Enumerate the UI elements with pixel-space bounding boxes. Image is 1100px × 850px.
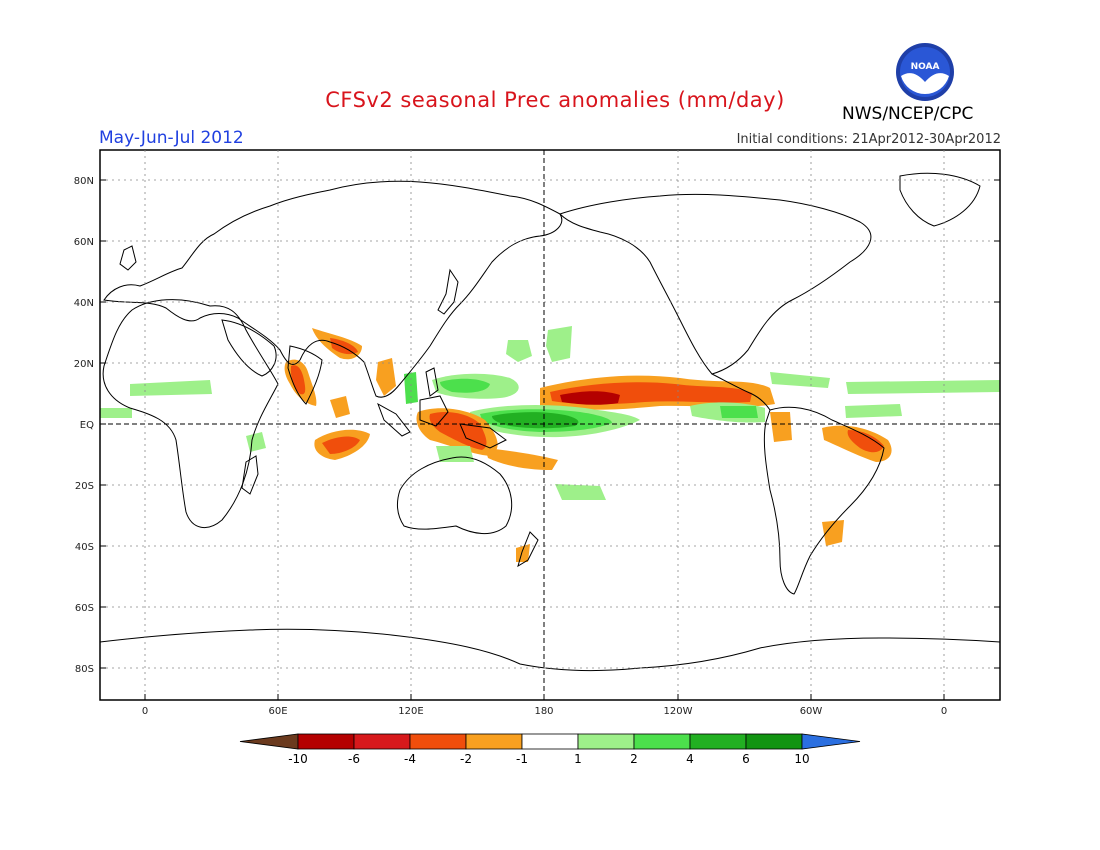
anomaly-wet-bengal-core: [330, 338, 358, 355]
coastline-uk: [119, 245, 137, 271]
anomaly-wet-nz: [516, 544, 530, 562]
legend-level-label: -4: [404, 752, 416, 766]
anomaly-wet-swpacific: [485, 448, 558, 470]
anomaly-wet-andaman: [376, 358, 396, 396]
map-frame: [99, 149, 1001, 701]
coastline-madagascar: [241, 455, 259, 495]
coastline-nz: [517, 531, 539, 568]
coastline-australia: [396, 456, 513, 534]
anomaly-dry-atlantic-ne: [846, 380, 1000, 394]
anomaly-dry-epacific-core: [720, 406, 758, 418]
anomaly-dry-sc-sea: [404, 372, 418, 404]
legend-level-label: 2: [630, 752, 638, 766]
legend-swatch: [353, 733, 411, 750]
coastline-south-america: [763, 406, 885, 595]
coastline-sumatra: [377, 402, 411, 437]
agency-label: NWS/NCEP/CPC: [842, 104, 974, 124]
coastline-india: [287, 345, 323, 405]
logo-text: NOAA: [911, 62, 940, 72]
map-title: CFSv2 seasonal Prec anomalies (mm/day): [325, 88, 785, 112]
season-label: May-Jun-Jul 2012: [99, 128, 244, 148]
longitude-labels: 0 60E 120E 180 120W 60W 0: [142, 706, 947, 717]
anomaly-wet-indian-eq: [330, 396, 350, 418]
lon-label: 60W: [800, 706, 823, 717]
legend-swatch: [689, 733, 747, 750]
coastline-africa: [102, 299, 279, 528]
coastline-philippines: [425, 367, 439, 397]
lat-label: 60N: [74, 237, 94, 248]
lon-label: 0: [142, 706, 148, 717]
coastline-layer: [99, 172, 1001, 672]
coastline-greenland: [899, 172, 981, 227]
coastline-eurasia: [103, 180, 563, 398]
legend-swatch: [297, 733, 355, 750]
legend-level-label: 4: [686, 752, 694, 766]
lon-label: 120E: [398, 706, 423, 717]
lat-label: 20S: [75, 481, 94, 492]
anomaly-dry-spacific: [555, 484, 606, 500]
legend-swatch: [409, 733, 467, 750]
lon-label: 120W: [664, 706, 693, 717]
anomaly-wet-brazil-core: [847, 430, 884, 453]
legend-swatch: [521, 733, 579, 750]
anomaly-wet-arabian-core: [290, 365, 306, 395]
anomaly-dry-india-w: [130, 380, 212, 396]
legend-level-label: 1: [574, 752, 582, 766]
anomaly-wet-pacific-core: [560, 391, 620, 405]
anomaly-wet-brazil-s: [822, 520, 844, 546]
lat-label: 20N: [74, 359, 94, 370]
legend-swatch: [745, 733, 803, 750]
lat-label: 60S: [75, 603, 94, 614]
legend-level-label: -2: [460, 752, 472, 766]
lon-label: 60E: [268, 706, 287, 717]
grid-lines: [100, 150, 1000, 700]
anomaly-dry-atlantic-w: [100, 408, 132, 418]
legend-swatch: [465, 733, 523, 750]
legend-level-label: -1: [516, 752, 528, 766]
anomaly-wet-sindian-core: [322, 436, 360, 454]
legend-swatch: [633, 733, 691, 750]
anomaly-layer: [100, 326, 1000, 562]
tick-marks: [100, 179, 1000, 700]
noaa-logo-icon: NOAA: [896, 43, 954, 101]
latitude-labels: 80N 60N 40N 20N EQ 20S 40S 60S 80S: [74, 176, 94, 675]
legend-arrow-high: [801, 733, 861, 750]
lat-label: 40N: [74, 298, 94, 309]
lat-label: 40S: [75, 542, 94, 553]
coastline-new-guinea: [459, 423, 507, 449]
anomaly-dry-nwpacific-2: [440, 378, 490, 393]
legend-swatch: [577, 733, 635, 750]
legend-arrow-low: [239, 733, 299, 750]
lon-label: 0: [941, 706, 947, 717]
initial-conditions-label: Initial conditions: 21Apr2012-30Apr2012: [736, 132, 1001, 147]
coastline-japan: [437, 268, 459, 315]
legend-level-label: 10: [794, 752, 809, 766]
coastline-central-america: [711, 373, 771, 411]
legend-level-label: -6: [348, 752, 360, 766]
coastline-antarctica: [99, 628, 1001, 672]
legend-level-label: 6: [742, 752, 750, 766]
lon-label: 180: [534, 706, 553, 717]
legend-level-label: -10: [288, 752, 308, 766]
anomaly-dry-npacific-2: [546, 326, 572, 362]
coastline-borneo: [419, 395, 449, 427]
anomaly-dry-australia-n: [436, 446, 474, 462]
coastline-arabia: [221, 319, 277, 377]
anomaly-wet-colombia: [770, 412, 792, 442]
anomaly-dry-caribbean: [770, 372, 830, 388]
lat-label: EQ: [80, 420, 94, 431]
lat-label: 80S: [75, 664, 94, 675]
anomaly-dry-atlantic-itcz: [845, 404, 902, 418]
anomaly-dry-npacific: [506, 340, 532, 362]
coastline-north-america: [559, 193, 872, 375]
lat-label: 80N: [74, 176, 94, 187]
